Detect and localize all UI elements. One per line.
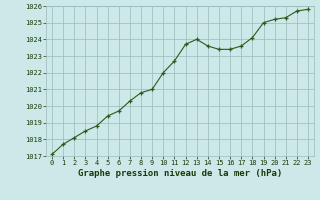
X-axis label: Graphe pression niveau de la mer (hPa): Graphe pression niveau de la mer (hPa) <box>78 169 282 178</box>
